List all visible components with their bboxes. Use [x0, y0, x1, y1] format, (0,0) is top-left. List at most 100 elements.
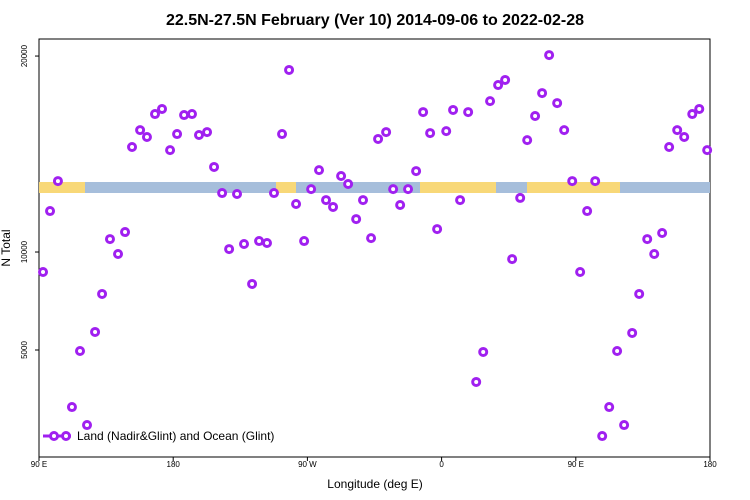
point: [172, 129, 183, 140]
land: [276, 182, 296, 193]
point: [373, 133, 384, 144]
point: [127, 141, 138, 152]
point: [672, 125, 683, 136]
point: [552, 98, 563, 109]
point: [381, 127, 392, 138]
point: [485, 96, 496, 107]
point: [657, 228, 668, 239]
point: [291, 199, 302, 210]
point: [411, 166, 422, 177]
point: [209, 161, 220, 172]
point: [38, 267, 49, 278]
point: [395, 199, 406, 210]
point: [507, 254, 518, 265]
point: [328, 201, 339, 212]
point: [455, 195, 466, 206]
legend-marker: [49, 431, 59, 441]
point: [97, 288, 108, 299]
point: [544, 50, 555, 61]
point: [448, 104, 459, 115]
land-ocean-band: [39, 182, 710, 193]
legend-label: Land (Nadir&Glint) and Ocean (Glint): [77, 429, 274, 443]
point: [224, 244, 235, 255]
point: [642, 234, 653, 245]
point: [500, 74, 511, 85]
point: [261, 238, 272, 249]
point: [694, 103, 705, 114]
point: [277, 129, 288, 140]
point: [441, 126, 452, 137]
point: [75, 345, 86, 356]
y-tick-label: 5000: [20, 341, 29, 359]
point: [567, 176, 578, 187]
point: [186, 109, 197, 120]
point: [702, 145, 713, 156]
point: [104, 234, 115, 245]
point: [627, 327, 638, 338]
point: [604, 402, 615, 413]
point: [90, 326, 101, 337]
point: [471, 376, 482, 387]
point: [559, 125, 570, 136]
y-axis-label: N Total: [0, 229, 13, 266]
point: [321, 195, 332, 206]
point: [284, 64, 295, 75]
point: [679, 131, 690, 142]
x-axis-label: Longitude (deg E): [327, 477, 422, 491]
point: [247, 278, 258, 289]
point: [239, 238, 250, 249]
point: [141, 131, 152, 142]
point: [179, 110, 190, 121]
point: [530, 111, 541, 122]
point: [522, 135, 533, 146]
point: [150, 109, 161, 120]
point: [619, 420, 630, 431]
chart-title: 22.5N-27.5N February (Ver 10) 2014-09-06…: [166, 12, 584, 29]
point: [425, 128, 436, 139]
x-tick-label: 90 E: [31, 460, 47, 469]
point: [45, 206, 56, 217]
point: [478, 346, 489, 357]
point: [52, 176, 63, 187]
land: [39, 182, 85, 193]
x-tick-label: 180: [167, 460, 181, 469]
point: [232, 189, 243, 200]
point: [165, 145, 176, 156]
point: [358, 195, 369, 206]
point: [597, 431, 608, 442]
point: [254, 236, 265, 247]
point: [463, 107, 474, 118]
point: [113, 248, 124, 259]
x-tick-label: 180: [703, 460, 717, 469]
point: [687, 109, 698, 120]
point: [351, 214, 362, 225]
point: [306, 184, 317, 195]
y-tick-label: 20000: [20, 44, 29, 67]
point: [268, 188, 279, 199]
point: [664, 141, 675, 152]
point: [493, 80, 504, 91]
point: [135, 125, 146, 136]
ocean: [39, 182, 710, 193]
x-tick-label: 0: [439, 460, 444, 469]
point: [403, 184, 414, 195]
point: [343, 179, 354, 190]
point: [590, 176, 601, 187]
point: [336, 170, 347, 181]
land: [420, 182, 496, 193]
x-tick-label: 90 W: [298, 460, 317, 469]
point: [612, 345, 623, 356]
point: [299, 236, 310, 247]
land: [527, 182, 620, 193]
point: [66, 402, 77, 413]
point: [217, 188, 228, 199]
point: [202, 127, 213, 138]
point: [515, 192, 526, 203]
point: [388, 184, 399, 195]
point: [537, 88, 548, 99]
y-tick-label: 10000: [20, 240, 29, 263]
legend-marker: [61, 431, 71, 441]
plot-frame: [38, 38, 711, 458]
x-tick-label: 90 E: [568, 460, 584, 469]
